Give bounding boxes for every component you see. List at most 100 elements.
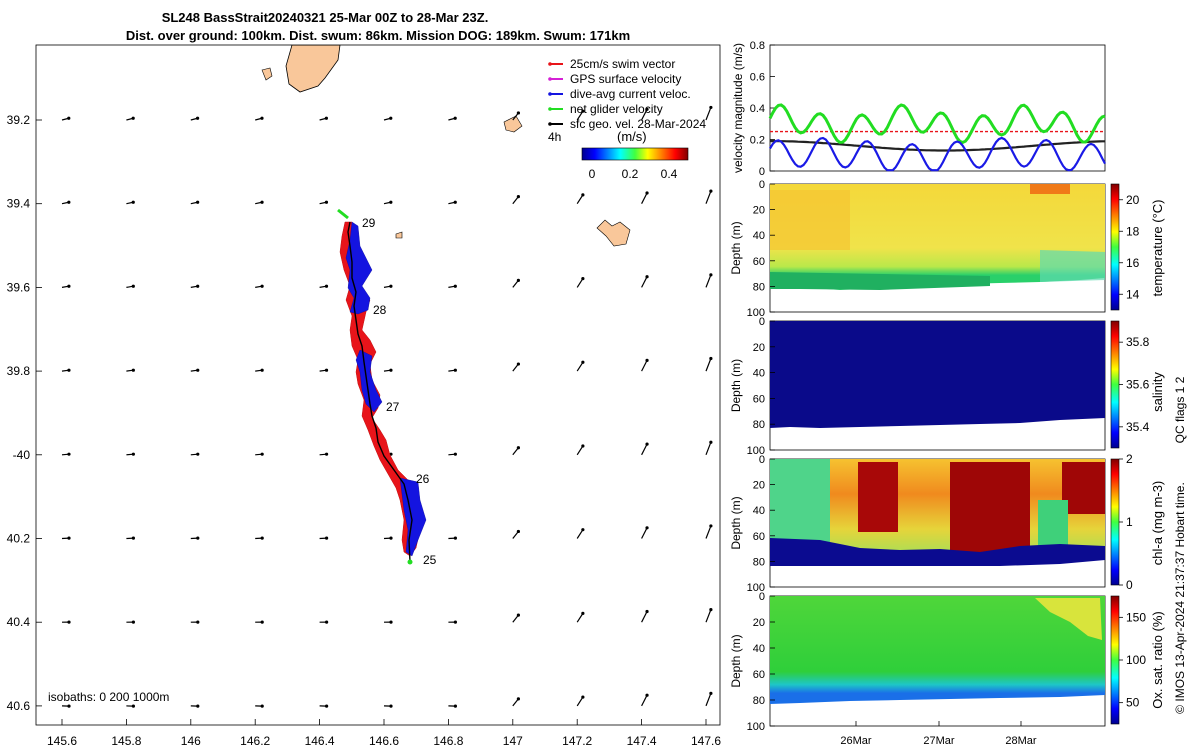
chart-title-line1: SL248 BassStrait20240321 25-Mar 00Z to 2…	[162, 10, 489, 25]
depth-tick-label: 60	[753, 669, 765, 681]
colorbar-tick-label: 35.6	[1126, 378, 1150, 392]
depth-tick-label: 60	[753, 531, 765, 543]
velocity-y-tick-label: 0.8	[750, 40, 765, 52]
geo-velocity-arrowhead	[709, 608, 712, 611]
geo-velocity-arrowhead	[517, 195, 520, 198]
net-glider-velocity-mark	[338, 210, 348, 218]
geo-velocity-arrowhead	[67, 117, 70, 120]
geo-velocity-arrow	[642, 360, 647, 371]
geo-velocity-arrowhead	[325, 537, 328, 540]
geo-velocity-arrowhead	[325, 453, 328, 456]
map-x-tick-label: 147.6	[691, 734, 721, 748]
land-island-north	[286, 45, 340, 92]
geo-velocity-arrowhead	[389, 705, 392, 708]
legend-label: 25cm/s swim vector	[570, 57, 675, 71]
salinity-field	[770, 321, 1105, 428]
qc-flags-label: QC flags 1 2	[1173, 376, 1187, 443]
depth-tick-label: 40	[753, 505, 765, 517]
track-day-label-25: 25	[423, 553, 437, 567]
geo-velocity-arrowhead	[196, 453, 199, 456]
geo-velocity-arrowhead	[389, 117, 392, 120]
map-x-tick-label: 145.6	[47, 734, 77, 748]
geo-velocity-arrowhead	[454, 705, 457, 708]
geo-velocity-arrowhead	[132, 453, 135, 456]
geo-velocity-arrowhead	[454, 453, 457, 456]
colorbar-tick-label: 14	[1126, 287, 1140, 301]
geo-velocity-arrowhead	[645, 275, 648, 278]
geo-velocity-arrowhead	[389, 369, 392, 372]
geo-velocity-arrowhead	[67, 705, 70, 708]
geo-velocity-arrowhead	[645, 694, 648, 697]
geo-velocity-arrowhead	[67, 621, 70, 624]
depth-tick-label: 80	[753, 419, 765, 431]
map-x-tick-label: 147	[503, 734, 523, 748]
geo-velocity-arrowhead	[709, 273, 712, 276]
depth-tick-label: 20	[753, 205, 765, 217]
geo-velocity-arrowhead	[645, 191, 648, 194]
depth-tick-label: 20	[753, 342, 765, 354]
section-colorbar	[1111, 459, 1119, 585]
geo-velocity-arrowhead	[454, 117, 457, 120]
temperature-panel: temperature (°C)	[770, 184, 1165, 312]
geo-velocity-arrowhead	[517, 446, 520, 449]
geo-velocity-arrow	[642, 612, 647, 623]
geo-velocity-arrowhead	[260, 201, 263, 204]
depth-tick-label: 20	[753, 480, 765, 492]
geo-velocity-arrowhead	[645, 359, 648, 362]
geo-velocity-arrowhead	[581, 444, 584, 447]
geo-velocity-arrowhead	[67, 369, 70, 372]
geo-velocity-arrow	[642, 277, 647, 288]
geo-velocity-arrowhead	[709, 692, 712, 695]
velocity-panel: 00.20.40.60.8 velocity magnitude (m/s)	[731, 40, 1105, 178]
salinity-colorbar-label: salinity	[1150, 372, 1165, 412]
geo-velocity-arrowhead	[325, 285, 328, 288]
temperature-warm-patch	[1030, 184, 1070, 194]
legend-swatch-head	[548, 92, 552, 96]
geo-velocity-arrowhead	[67, 285, 70, 288]
legend-label: net glider velocity	[570, 102, 663, 116]
section-colorbar	[1111, 321, 1119, 448]
geo-velocity-arrowhead	[454, 621, 457, 624]
geo-velocity-arrow	[706, 610, 711, 623]
geo-velocity-arrow	[642, 193, 647, 204]
section-colorbar	[1111, 184, 1119, 310]
depth-tick-label: 40	[753, 368, 765, 380]
geo-velocity-arrowhead	[132, 705, 135, 708]
geo-velocity-arrowhead	[517, 111, 520, 114]
geo-velocity-arrowhead	[581, 193, 584, 196]
map-y-tick-label: 39.8	[7, 364, 31, 378]
geo-velocity-arrowhead	[581, 612, 584, 615]
map-y-tick-label: 40.4	[7, 615, 31, 629]
map-y-tick-label: 39.4	[7, 197, 31, 211]
time-tick-label: 27Mar	[923, 735, 955, 747]
chart-title-line2: Dist. over ground: 100km. Dist. swum: 86…	[126, 28, 630, 43]
geo-velocity-arrow	[706, 275, 711, 288]
geo-velocity-arrowhead	[709, 190, 712, 193]
geo-velocity-arrowhead	[517, 614, 520, 617]
geo-velocity-arrowhead	[709, 357, 712, 360]
geo-velocity-arrowhead	[132, 117, 135, 120]
geo-velocity-arrowhead	[517, 697, 520, 700]
depth-tick-label: 40	[753, 643, 765, 655]
depth-tick-label: 0	[759, 316, 765, 328]
time-tick-label: 26Mar	[840, 735, 872, 747]
depth-tick-label: 40	[753, 230, 765, 242]
depth-tick-label: 80	[753, 281, 765, 293]
velocity-ylabel: velocity magnitude (m/s)	[731, 43, 745, 173]
map-y-tick-label: 40.2	[7, 532, 31, 546]
velocity-y-tick-label: 0.2	[750, 135, 765, 147]
depth-tick-label: 20	[753, 617, 765, 629]
geo-velocity-arrowhead	[261, 453, 264, 456]
geo-velocity-arrowhead	[389, 201, 392, 204]
depth-tick-label: 60	[753, 393, 765, 405]
geo-velocity-arrowhead	[260, 117, 263, 120]
chlorophyll-green-right	[1038, 500, 1068, 550]
colorbar-tick-label: 1	[1126, 515, 1133, 529]
colorbar-tick-label: 35.8	[1126, 335, 1150, 349]
geo-velocity-arrowhead	[260, 285, 263, 288]
map-axes-frame	[36, 45, 720, 725]
geo-velocity-arrowhead	[517, 530, 520, 533]
geo-velocity-arrowhead	[196, 117, 199, 120]
